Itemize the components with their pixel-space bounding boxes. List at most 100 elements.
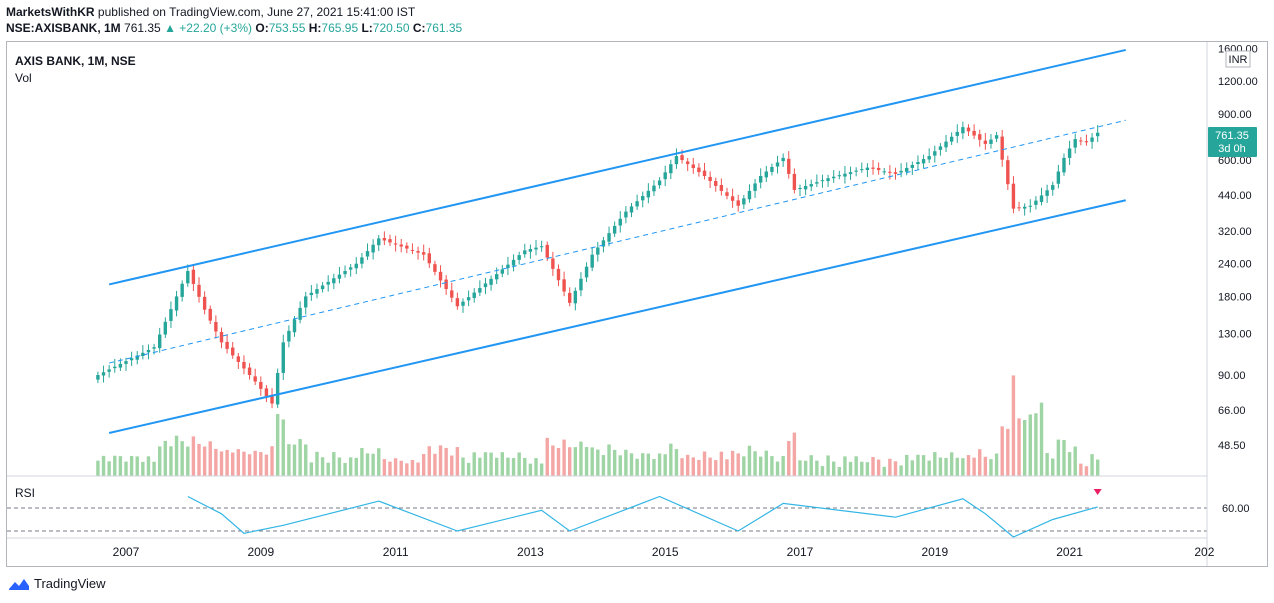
candle-body xyxy=(770,166,774,172)
candle-body xyxy=(191,269,196,284)
candle-body xyxy=(208,308,212,321)
volume-bar xyxy=(742,456,746,476)
candle-body xyxy=(944,141,948,148)
candle-body xyxy=(562,279,566,292)
candle-body xyxy=(826,178,830,182)
volume-bar xyxy=(966,455,971,476)
chart-header: MarketsWithKR published on TradingView.c… xyxy=(6,4,462,36)
candle-body xyxy=(635,201,639,207)
candle-body xyxy=(568,292,572,303)
candle-body xyxy=(107,369,111,372)
volume-bar xyxy=(399,460,403,476)
candle-body xyxy=(629,206,634,213)
candle-body xyxy=(579,278,583,291)
volume-bar xyxy=(579,441,583,476)
volume-bar xyxy=(1051,458,1055,476)
candle-body xyxy=(298,307,302,320)
candle-body xyxy=(247,367,252,375)
candle-body xyxy=(275,372,280,405)
candle-body xyxy=(186,271,190,284)
volume-bar xyxy=(618,455,622,476)
candle-body xyxy=(124,361,128,364)
candle-body xyxy=(994,135,999,139)
volume-bar xyxy=(865,462,870,476)
volume-bar xyxy=(1000,426,1004,476)
candle-body xyxy=(382,237,387,241)
candle-body xyxy=(1022,206,1027,209)
time-tick-label: 2015 xyxy=(652,545,679,559)
close-value: 761.35 xyxy=(425,21,463,35)
volume-bar xyxy=(152,461,156,476)
volume-bar xyxy=(225,449,229,476)
volume-bar xyxy=(663,454,667,476)
volume-bar xyxy=(180,441,184,476)
volume-bar xyxy=(478,457,482,476)
candle-body xyxy=(1062,157,1066,173)
candle-body xyxy=(905,167,909,172)
volume-bar xyxy=(876,459,881,476)
volume-bar xyxy=(674,449,679,476)
candle-body xyxy=(596,247,600,255)
candle-body xyxy=(495,274,499,280)
time-tick-label: 2019 xyxy=(921,545,948,559)
candle-body xyxy=(388,239,392,243)
volume-bar xyxy=(214,448,218,476)
rsi-line xyxy=(187,495,1098,538)
volume-bar xyxy=(809,455,813,476)
volume-bar xyxy=(899,465,903,476)
volume-bar xyxy=(236,449,241,476)
price-tick-label: 900.00 xyxy=(1218,109,1252,121)
candle-body xyxy=(624,211,628,218)
volume-bar xyxy=(927,460,931,476)
candle-body xyxy=(129,358,134,361)
candle-body xyxy=(371,244,375,253)
volume-bar xyxy=(1045,453,1049,476)
candle-body xyxy=(910,164,915,168)
volume-bar xyxy=(607,444,611,476)
candle-body xyxy=(309,292,314,296)
candle-body xyxy=(405,245,409,249)
candle-body xyxy=(427,253,431,264)
candle-body xyxy=(421,252,426,255)
volume-bar xyxy=(1006,428,1010,476)
volume-bar xyxy=(129,456,134,476)
currency-box[interactable] xyxy=(1225,50,1251,68)
price-tick-label: 440.00 xyxy=(1218,190,1252,202)
candle-body xyxy=(674,156,679,165)
volume-bar xyxy=(905,454,909,476)
volume-bar xyxy=(837,467,842,476)
price-tag xyxy=(1208,127,1257,157)
candle-body xyxy=(961,127,965,134)
symbol-label: NSE:AXISBANK, 1M xyxy=(6,21,121,35)
channel-lines[interactable] xyxy=(108,48,1126,434)
time-tick-label: 2017 xyxy=(787,545,814,559)
volume-bar xyxy=(500,452,505,476)
volume-bar xyxy=(669,443,673,476)
rsi-label: RSI xyxy=(15,486,35,500)
candle-body xyxy=(899,170,903,173)
publisher-name[interactable]: MarketsWithKR xyxy=(6,5,95,19)
candle-body xyxy=(511,259,516,266)
volume-bar xyxy=(292,444,297,476)
volume-bar xyxy=(208,441,212,476)
volume-bar xyxy=(219,451,224,476)
candle-body xyxy=(399,244,403,247)
candle-body xyxy=(1051,185,1055,190)
volume-bar xyxy=(1095,459,1100,476)
candle-body xyxy=(848,172,853,175)
candle-body xyxy=(843,173,847,177)
candle-body xyxy=(393,243,398,245)
candle-body xyxy=(916,161,920,165)
volume-bar xyxy=(843,456,847,476)
candle-body xyxy=(242,361,246,369)
price-change: ▲ +22.20 (+3%) xyxy=(164,21,253,35)
volume-bar xyxy=(770,456,774,476)
candle-body xyxy=(691,164,695,169)
tradingview-brand[interactable]: TradingView xyxy=(8,576,106,591)
volume-bar xyxy=(545,437,549,476)
volume-bar xyxy=(517,452,521,476)
volume-bar xyxy=(584,447,589,476)
rsi-pane: 60.00 xyxy=(7,489,1250,538)
candle-body xyxy=(180,283,184,297)
